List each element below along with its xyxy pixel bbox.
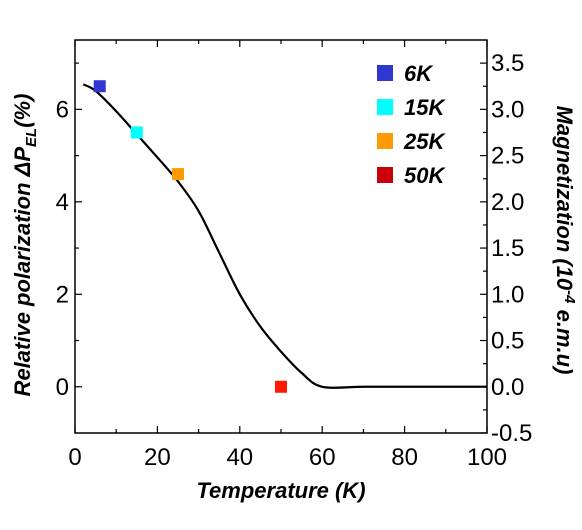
y2-tick-label: 0.5 — [491, 328, 524, 355]
y2-axis-title-sup: -4 — [561, 290, 578, 304]
x-tick-label: 0 — [68, 444, 81, 471]
y2-tick-label: 2.5 — [491, 143, 524, 170]
x-tick-label: 60 — [309, 444, 336, 471]
y-axis-title-sub: EL — [23, 128, 40, 147]
data-point-15K — [130, 126, 143, 139]
y2-tick-labels: -0.5 0.0 0.5 1.0 1.5 2.0 2.5 3.0 3.5 — [491, 50, 532, 447]
x-tick-labels: 0 20 40 60 80 100 — [68, 444, 507, 471]
y2-tick-label: 0.0 — [491, 374, 524, 401]
y-tick-label: 2 — [56, 281, 69, 308]
y2-tick-label: 3.5 — [491, 50, 524, 77]
x-axis-title: Temperature (K) — [196, 478, 365, 503]
y2-axis-title-tail: e.m.u) — [552, 304, 577, 375]
legend-swatch-15K — [377, 99, 393, 115]
y-tick-label: 0 — [56, 374, 69, 401]
y2-axis-title: Magnetization (10-4 e.m.u) — [552, 106, 578, 375]
x-tick-label: 100 — [467, 444, 507, 471]
legend-swatch-50K — [377, 167, 393, 183]
data-point-25K — [172, 168, 184, 181]
legend-label-6K: 6K — [404, 61, 434, 86]
legend-swatch-25K — [377, 133, 393, 149]
y-axis-title-main: Relative polarization ΔP — [10, 147, 35, 397]
y2-tick-label: 3.0 — [491, 96, 524, 123]
y-axis-title: Relative polarization ΔPEL(%) — [10, 94, 40, 397]
legend-label-15K: 15K — [404, 95, 446, 120]
x-tick-label: 20 — [144, 444, 171, 471]
magnetization-curve — [82, 83, 487, 389]
legend-swatch-6K — [377, 65, 393, 81]
y2-tick-label: -0.5 — [491, 420, 532, 447]
y-tick-label: 6 — [56, 96, 69, 123]
data-point-6K — [93, 80, 106, 93]
x-tick-label: 40 — [226, 444, 253, 471]
y-tick-label: 4 — [56, 189, 69, 216]
data-points — [93, 80, 287, 393]
legend-label-50K: 50K — [404, 163, 446, 188]
y2-tick-label: 1.0 — [491, 281, 524, 308]
data-point-50K — [275, 380, 287, 393]
axis-ticks — [74, 40, 488, 434]
y-axis-title-tail: (%) — [10, 94, 35, 128]
legend-label-25K: 25K — [403, 129, 446, 154]
legend: 6K 15K 25K 50K — [377, 61, 446, 188]
y-tick-labels: 0 2 4 6 — [56, 96, 69, 400]
x-tick-label: 80 — [391, 444, 418, 471]
y2-axis-title-main: Magnetization (10 — [552, 106, 577, 291]
y2-tick-label: 2.0 — [491, 189, 524, 216]
y2-tick-label: 1.5 — [491, 235, 524, 262]
